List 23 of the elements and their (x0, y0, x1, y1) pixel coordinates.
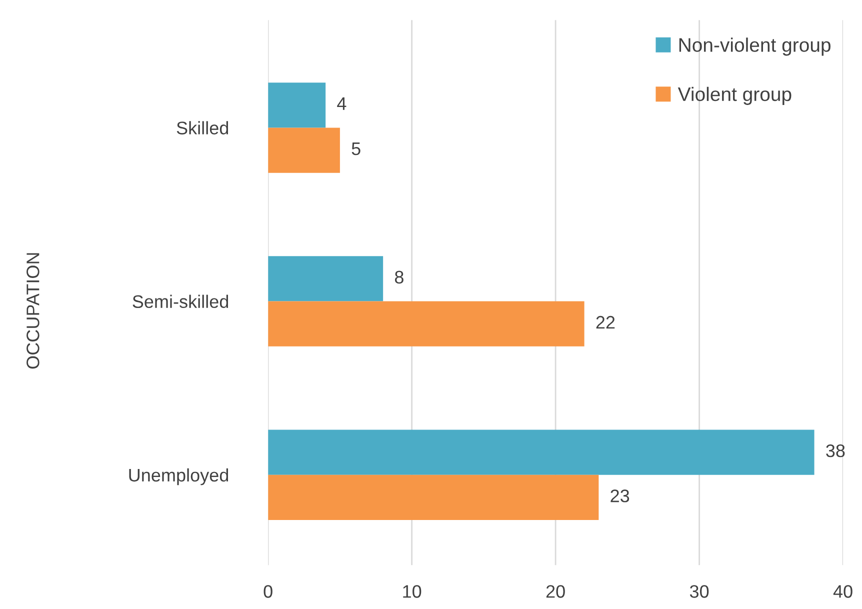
y-axis-title: OCCUPATION (26, 253, 40, 369)
x-tick-label: 0 (264, 585, 272, 598)
bar (268, 474, 599, 520)
data-label: 5 (352, 142, 360, 156)
data-label: 4 (337, 97, 346, 110)
data-label: 23 (610, 490, 630, 502)
legend-label: Non-violent group (679, 38, 830, 56)
y-tick-label: Unemployed (129, 468, 228, 486)
x-tick-label: 40 (833, 585, 852, 598)
x-tick-label: 30 (690, 585, 709, 598)
bar (268, 430, 814, 475)
bar (268, 256, 384, 302)
bar (268, 301, 584, 346)
data-label: 22 (596, 316, 615, 329)
bar (268, 82, 326, 128)
y-tick-label: Semi-skilled (132, 294, 228, 308)
x-tick-label: 20 (546, 585, 565, 598)
legend-label: Violent group (678, 86, 792, 105)
data-label: 38 (826, 444, 845, 458)
bar (268, 128, 340, 173)
y-tick-label: Skilled (176, 121, 228, 134)
data-label: 8 (394, 270, 404, 284)
x-tick-label: 10 (403, 585, 422, 598)
